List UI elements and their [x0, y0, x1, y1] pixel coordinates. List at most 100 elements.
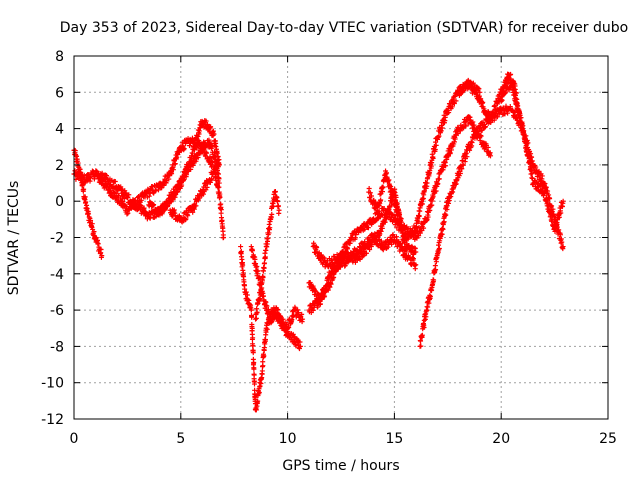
data-point	[155, 187, 161, 193]
data-point	[524, 146, 530, 152]
data-point	[77, 169, 83, 175]
data-point	[259, 285, 265, 291]
data-point	[275, 203, 281, 209]
data-point	[367, 190, 373, 196]
data-point	[335, 265, 341, 271]
data-point	[98, 247, 104, 253]
data-point	[261, 265, 267, 271]
data-point	[459, 166, 465, 172]
data-point	[255, 398, 261, 404]
data-point	[258, 381, 264, 387]
data-point	[533, 164, 539, 170]
data-point	[146, 193, 152, 199]
data-point	[275, 306, 281, 312]
data-point	[494, 114, 500, 120]
data-point	[389, 187, 395, 193]
data-point	[410, 256, 416, 262]
data-point	[413, 249, 419, 255]
data-point	[433, 267, 439, 273]
data-point	[86, 211, 92, 217]
data-point	[464, 154, 470, 160]
x-tick-label: 25	[599, 431, 617, 447]
data-point	[181, 146, 187, 152]
series-track-o	[498, 71, 526, 133]
data-point	[216, 162, 222, 168]
data-point	[195, 134, 201, 140]
data-point	[557, 232, 563, 238]
data-point	[84, 205, 90, 211]
data-point	[495, 101, 501, 107]
data-point	[378, 197, 384, 203]
data-point	[436, 133, 442, 139]
data-point	[433, 188, 439, 194]
data-point	[433, 142, 439, 148]
data-point	[238, 244, 244, 250]
data-point	[190, 162, 196, 168]
data-point	[183, 216, 189, 222]
y-tick-label: -4	[50, 267, 64, 283]
data-point	[322, 293, 328, 299]
data-point	[317, 301, 323, 307]
data-point	[151, 202, 157, 208]
data-point	[82, 194, 88, 200]
data-point	[517, 115, 523, 121]
data-point	[267, 225, 273, 231]
data-point	[88, 217, 94, 223]
y-tick-label: 0	[55, 194, 64, 210]
data-point	[367, 247, 373, 253]
data-point	[469, 80, 475, 86]
data-point	[538, 183, 544, 189]
data-point	[248, 307, 254, 313]
data-point	[166, 176, 172, 182]
data-point	[253, 315, 259, 321]
y-tick-labels: -12 -10 -8 -6 -4 -2 0 2 4 6 8	[41, 49, 64, 428]
data-point	[500, 90, 506, 96]
data-point	[250, 335, 256, 341]
data-point	[253, 261, 259, 267]
data-point	[327, 284, 333, 290]
data-point	[427, 168, 433, 174]
data-point	[384, 170, 390, 176]
data-point	[529, 175, 535, 181]
x-tick-label: 5	[176, 431, 185, 447]
data-point	[264, 303, 270, 309]
data-point	[460, 162, 466, 168]
data-point	[240, 262, 246, 268]
data-point	[251, 372, 257, 378]
data-point	[385, 178, 391, 184]
data-point	[560, 244, 566, 250]
data-point	[453, 98, 459, 104]
data-point	[512, 86, 518, 92]
data-point	[269, 319, 275, 325]
data-point	[447, 150, 453, 156]
data-point	[536, 168, 542, 174]
series-track-e	[167, 161, 222, 225]
data-point	[259, 278, 265, 284]
data-point	[290, 331, 296, 337]
data-point	[449, 104, 455, 110]
series-track-m	[417, 103, 566, 349]
data-point	[81, 186, 87, 192]
data-points	[71, 71, 566, 413]
data-point	[190, 209, 196, 215]
y-tick-label: -8	[50, 339, 64, 355]
data-point	[478, 96, 484, 102]
data-point	[546, 202, 552, 208]
data-point	[191, 206, 197, 212]
data-point	[522, 140, 528, 146]
data-point	[84, 202, 90, 208]
data-point	[238, 249, 244, 255]
data-point	[430, 155, 436, 161]
data-point	[286, 324, 292, 330]
series-track-d	[146, 117, 222, 218]
data-point	[421, 225, 427, 231]
data-point	[488, 153, 494, 159]
data-point	[545, 188, 551, 194]
data-point	[363, 250, 369, 256]
data-point	[443, 163, 449, 169]
data-point	[446, 110, 452, 116]
data-point	[560, 198, 566, 204]
data-point	[405, 236, 411, 242]
data-point	[104, 173, 110, 179]
